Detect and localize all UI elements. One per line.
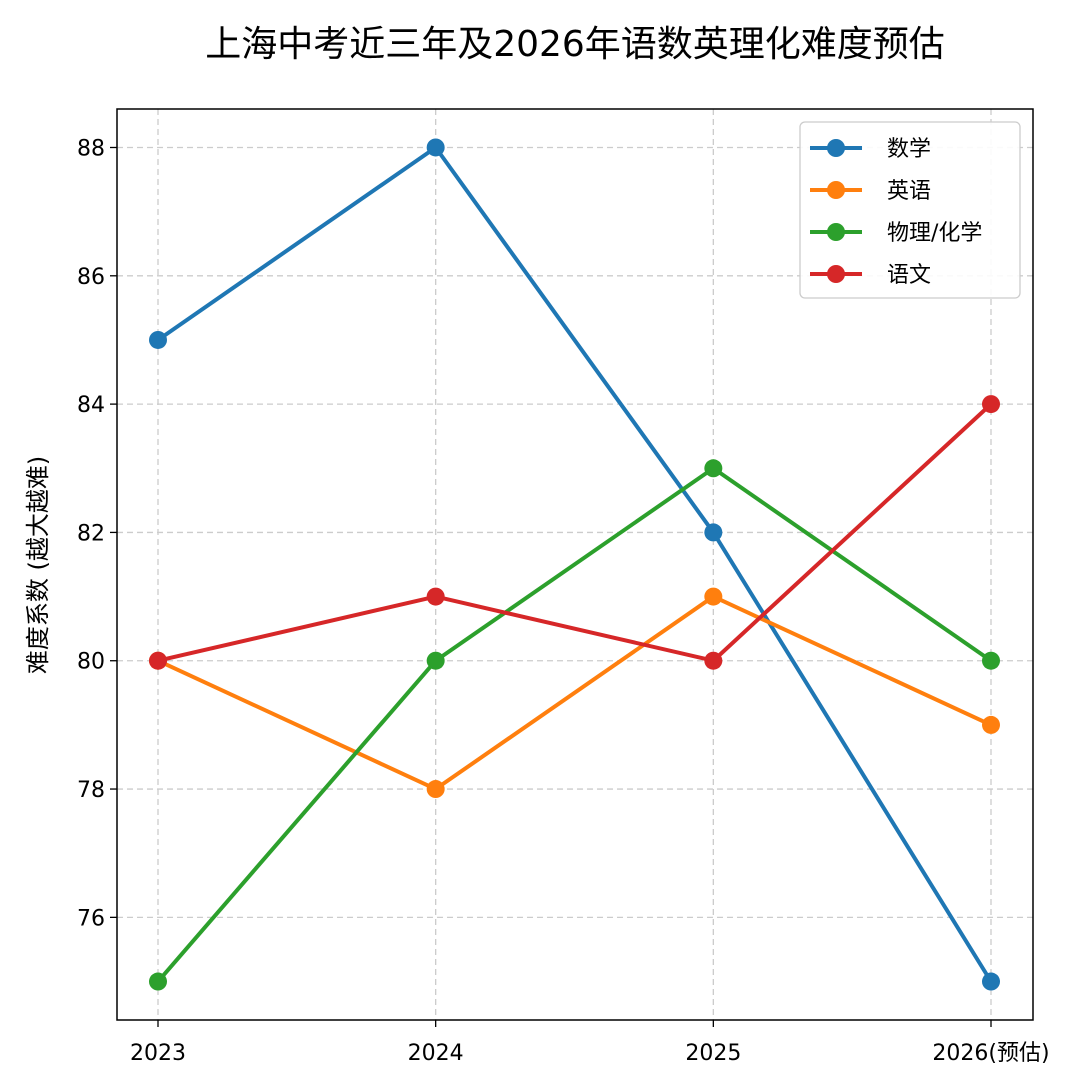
- y-tick-label: 78: [77, 778, 105, 803]
- series-line-2: [156, 466, 993, 984]
- legend-marker: [827, 223, 845, 241]
- legend-box: [799, 121, 1021, 299]
- y-tick-label: 88: [77, 136, 105, 161]
- x-tick-label: 2025: [685, 1041, 741, 1066]
- data-point: [704, 459, 723, 478]
- data-point: [704, 587, 723, 606]
- data-point: [426, 651, 445, 670]
- data-point: [149, 330, 167, 349]
- plot-area-frame: [116, 108, 1034, 1021]
- series-line-3: [156, 402, 993, 663]
- data-point: [982, 972, 1000, 991]
- legend-label: 数学: [887, 137, 931, 162]
- data-point: [426, 138, 445, 157]
- series-line-0: [156, 145, 993, 984]
- x-tick-label: 2026(预估): [932, 1041, 1049, 1066]
- data-point: [982, 715, 1000, 734]
- y-tick-label: 80: [77, 650, 105, 675]
- axis-ticks: 2023 2024 2025 2026(预估) 76 78 80 82 84 86 88: [77, 136, 1050, 1066]
- legend-marker: [827, 181, 845, 199]
- legend-marker: [827, 265, 845, 283]
- legend-marker: [827, 139, 845, 157]
- y-tick-label: 82: [77, 521, 105, 546]
- y-tick-label: 76: [77, 906, 105, 931]
- x-tick-label: 2024: [408, 1041, 464, 1066]
- legend-label: 语文: [887, 263, 931, 288]
- data-point: [704, 651, 723, 670]
- series-lines: [149, 138, 1000, 991]
- series-line-1: [156, 594, 993, 792]
- y-tick-label: 86: [77, 265, 105, 290]
- y-tick-label: 84: [77, 393, 105, 418]
- data-point: [149, 651, 167, 670]
- data-point: [426, 780, 445, 799]
- data-point: [149, 972, 167, 991]
- y-axis-label: 难度系数 (越大越难): [24, 456, 52, 674]
- data-point: [982, 651, 1000, 670]
- data-point: [426, 587, 445, 606]
- legend-label: 英语: [887, 179, 931, 204]
- chart-title: 上海中考近三年及2026年语数英理化难度预估: [205, 24, 945, 65]
- data-point: [982, 395, 1000, 414]
- x-tick-label: 2023: [130, 1041, 186, 1066]
- data-point: [704, 523, 723, 542]
- legend-label: 物理/化学: [887, 221, 982, 246]
